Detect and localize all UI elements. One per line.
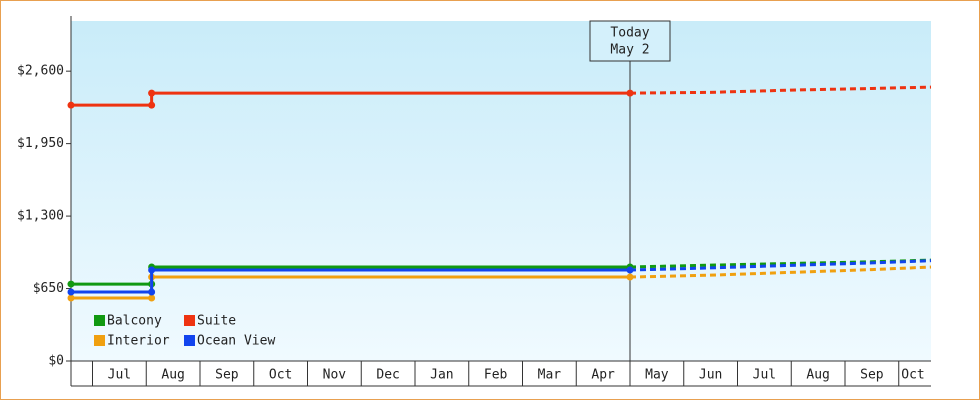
forecast-line [629,85,932,95]
point [67,280,75,288]
today-label: Today [610,26,649,41]
x-tick-label: Oct [269,368,292,383]
x-tick-label: Sep [860,368,884,383]
point [67,294,75,302]
legend-label: Interior [107,334,170,349]
y-tick-label: $0 [48,354,64,369]
price-line [71,91,630,107]
x-tick-label: Aug [161,368,184,383]
point [148,294,156,302]
x-tick-label: Aug [806,368,829,383]
point [148,101,156,109]
y-tick-label: $2,600 [17,64,64,79]
forecast-line [629,265,932,279]
legend-swatch [184,315,195,326]
x-tick-label: Feb [484,368,508,383]
x-tick-label: Apr [591,368,615,383]
plot-background [71,21,931,361]
legend-swatch [184,335,195,346]
legend-swatch [94,315,105,326]
point [626,273,634,281]
point [626,89,634,97]
legend-label: Ocean View [197,334,275,349]
forecast-line [629,259,932,272]
x-tick-label: Mar [538,368,562,383]
legend-label: Balcony [107,314,162,329]
point [148,288,156,296]
x-tick-label: Jun [699,368,722,383]
price-line [71,268,630,294]
x-tick-label: Jul [753,368,776,383]
legend-swatch [94,335,105,346]
point [67,288,75,296]
x-tick-label: Dec [376,368,399,383]
x-tick-label: Sep [215,368,239,383]
legend-label: Suite [197,314,236,329]
point [148,89,156,97]
point [626,266,634,274]
point [67,101,75,109]
y-tick-label: $1,950 [17,136,64,151]
today-box [589,20,671,62]
x-tick-label: Jul [108,368,131,383]
x-tick-label: Oct [901,368,924,383]
x-tick-label: Jan [430,368,453,383]
today-label: May 2 [610,43,649,58]
y-tick-label: $1,300 [17,209,64,224]
x-tick-label: Nov [323,368,347,383]
y-tick-label: $650 [33,281,64,296]
x-tick-label: May [645,368,669,383]
point [148,266,156,274]
